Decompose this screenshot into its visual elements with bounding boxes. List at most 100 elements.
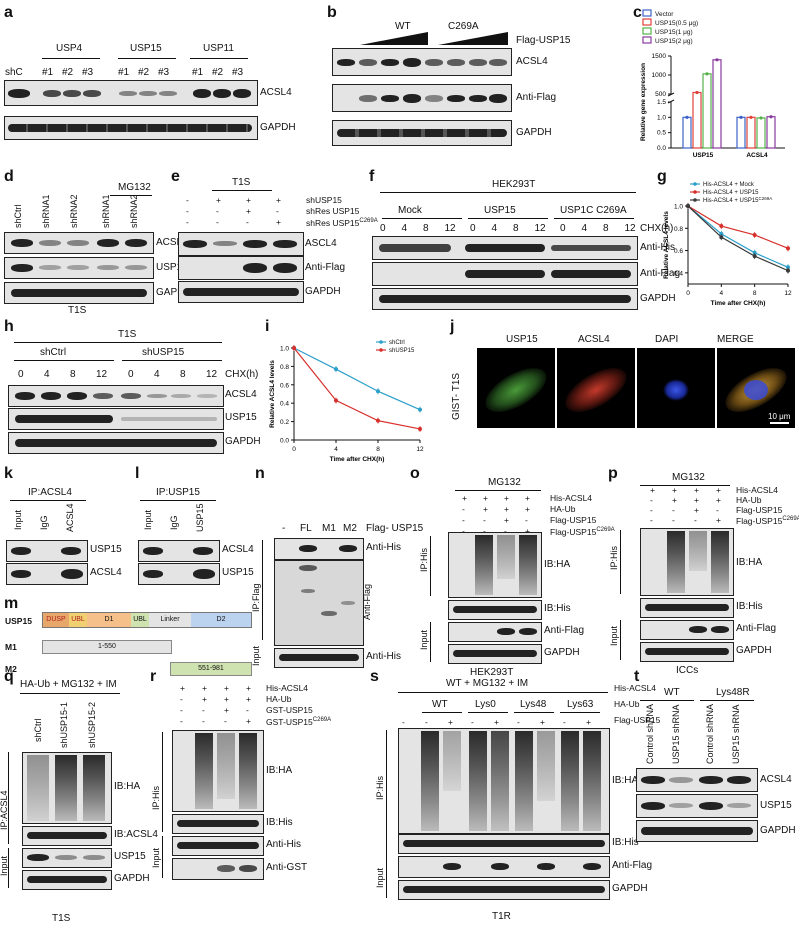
sign-label: -	[650, 495, 653, 505]
row-label: IB:His	[736, 601, 763, 612]
sign-label: -	[716, 505, 719, 515]
panel-letter-g: g	[657, 168, 667, 185]
sign-label: -	[202, 716, 205, 726]
construct-label: Flag-USP15	[516, 35, 571, 46]
blot-usp15	[138, 563, 220, 585]
ip-label: IP:His	[609, 545, 619, 570]
data-point	[759, 116, 763, 120]
row-label: Anti-Flag	[305, 262, 346, 273]
legend-swatch	[693, 198, 697, 202]
sign-label: +	[276, 217, 281, 227]
lane-label: #3	[232, 67, 244, 78]
sign-label: -	[471, 717, 474, 727]
legend-swatch	[379, 340, 383, 344]
blot-gapdh	[372, 288, 638, 310]
sign-label: +	[483, 504, 488, 514]
bar	[712, 59, 722, 149]
lane-label: shUSP15-1	[59, 701, 69, 748]
tick-label: 0.8	[674, 226, 683, 233]
sign-label: -	[462, 515, 465, 525]
time-label: 4	[581, 223, 588, 234]
row-label: Anti-Flag	[362, 583, 372, 620]
lane-label: Control shRNA	[705, 703, 715, 764]
blot-flag	[448, 622, 542, 642]
group-label: Lys48R	[716, 687, 750, 698]
series-line	[293, 347, 421, 430]
image-title: DAPI	[655, 334, 679, 345]
data-point	[752, 232, 757, 237]
cell-label: T1S	[52, 913, 71, 924]
group-label: WT	[664, 687, 680, 698]
lane-label: IgG	[39, 515, 49, 530]
treatment-label: MG132	[118, 182, 151, 193]
sign-label: -	[672, 515, 675, 525]
condition-label: Flag-USP15	[736, 505, 783, 515]
panel-letter-h: h	[4, 318, 14, 335]
blot-gapdh	[636, 820, 758, 842]
time-label: 12	[96, 369, 108, 380]
lane-label: #2	[138, 67, 150, 78]
data-point	[695, 90, 699, 95]
row-label: Anti-Flag	[640, 268, 681, 279]
row-label: GAPDH	[305, 286, 341, 297]
panel-letter-f: f	[369, 168, 375, 185]
sign-label: +	[504, 504, 509, 514]
group-label: USP15	[484, 205, 516, 216]
image-title: USP15	[506, 334, 538, 345]
blot-flag	[640, 620, 734, 640]
blot-flag	[274, 560, 364, 646]
data-point	[418, 407, 422, 412]
group-label: WT	[432, 699, 448, 710]
row-label: GAPDH	[640, 293, 676, 304]
row-label: GAPDH	[544, 647, 580, 658]
category-label: USP15	[693, 152, 714, 159]
input-label: Input	[419, 629, 429, 650]
sign-label: -	[202, 705, 205, 715]
tick-label: 8	[753, 290, 757, 297]
tick-label: 1.0	[657, 114, 666, 121]
lane-label: M1	[322, 523, 336, 534]
blot-usp15	[4, 257, 154, 279]
cell-label: T1S	[68, 305, 87, 316]
lane-label: #3	[158, 67, 170, 78]
legend-swatch	[642, 36, 652, 44]
row-label: GAPDH	[114, 873, 150, 884]
group-label: USP11	[203, 43, 234, 54]
lane-label: #1	[118, 67, 130, 78]
row-label: GAPDH	[516, 127, 552, 138]
blot-acsl4	[4, 232, 154, 254]
legend-swatch	[642, 9, 652, 17]
sign-label: +	[672, 485, 677, 495]
row-label: IB:ACSL4	[114, 829, 158, 840]
tick-label: 0	[686, 290, 690, 297]
sign-label: +	[462, 493, 467, 503]
data-point	[685, 115, 689, 119]
lane-label: ACSL4	[65, 503, 75, 532]
blot-acsl4	[332, 48, 512, 76]
time-label: 0	[470, 223, 476, 234]
series-line	[293, 347, 421, 411]
sign-label: -	[650, 515, 653, 525]
sign-label: +	[202, 683, 207, 693]
group-label: Lys0	[475, 699, 496, 710]
row-label: Anti-His	[366, 651, 402, 662]
condition-label: shRes USP15	[306, 206, 360, 216]
sign-label: +	[540, 717, 545, 727]
tick-label: 1500	[652, 53, 667, 60]
row-label: IB:His	[544, 603, 571, 614]
sign-label: +	[448, 717, 453, 727]
time-label: 4	[401, 223, 408, 234]
row-label: GAPDH	[156, 287, 192, 298]
lane-label: USP15	[195, 503, 205, 532]
sign-label: +	[504, 493, 509, 503]
treatment-label: MG132	[672, 472, 705, 483]
data-point	[376, 418, 380, 423]
panel-letter-s: s	[370, 668, 379, 685]
ip-title: IP:ACSL4	[28, 487, 72, 498]
condition-label: shUSP15	[306, 195, 342, 205]
legend-swatch	[379, 348, 383, 352]
condition-label: shRes USP15C269A	[306, 217, 378, 228]
ip-label: IP:ACSL4	[0, 790, 9, 830]
tick-label: 0.0	[657, 145, 666, 152]
blot-his	[274, 538, 364, 560]
